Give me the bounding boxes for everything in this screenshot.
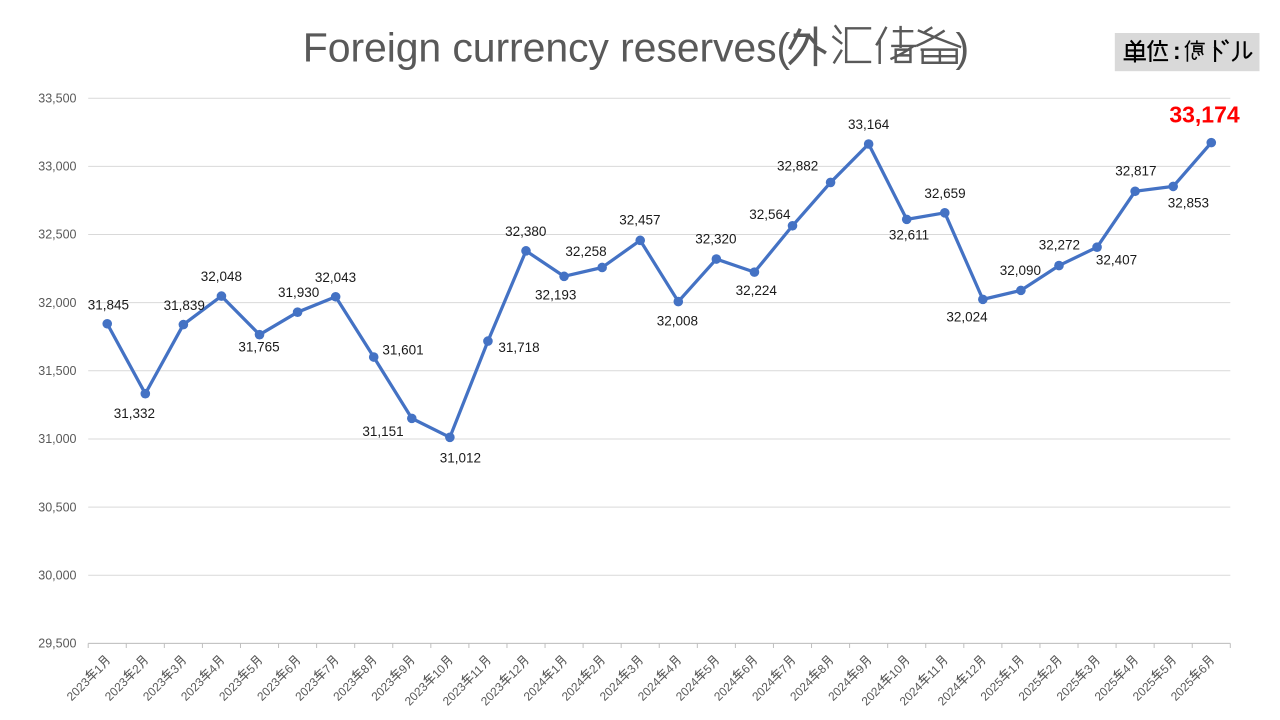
svg-text:31,845: 31,845 [88, 297, 129, 312]
svg-text:31,601: 31,601 [382, 343, 423, 358]
svg-text:32,853: 32,853 [1168, 196, 1209, 211]
svg-text:32,024: 32,024 [946, 309, 988, 324]
svg-text:32,882: 32,882 [777, 159, 818, 174]
svg-text:32,272: 32,272 [1039, 237, 1080, 252]
svg-text:31,839: 31,839 [164, 298, 205, 313]
svg-text:32,564: 32,564 [749, 207, 791, 222]
svg-text:32,008: 32,008 [657, 314, 698, 329]
svg-text:32,817: 32,817 [1115, 163, 1156, 178]
svg-text:31,012: 31,012 [440, 451, 481, 466]
svg-text:32,500: 32,500 [38, 228, 76, 242]
svg-text:31,765: 31,765 [238, 340, 279, 355]
svg-text:32,090: 32,090 [1000, 263, 1041, 278]
svg-text:32,193: 32,193 [535, 287, 576, 302]
svg-text:30,500: 30,500 [38, 500, 76, 514]
svg-text:33,500: 33,500 [38, 91, 76, 105]
svg-text:31,930: 31,930 [278, 285, 319, 300]
svg-text:): ) [956, 25, 970, 71]
svg-text:32,043: 32,043 [315, 270, 356, 285]
svg-text:31,332: 31,332 [114, 406, 155, 421]
svg-text:32,258: 32,258 [565, 244, 606, 259]
svg-text:32,457: 32,457 [619, 213, 660, 228]
svg-text:32,380: 32,380 [505, 224, 546, 239]
svg-text:32,224: 32,224 [736, 283, 778, 298]
svg-text:32,659: 32,659 [924, 186, 965, 201]
svg-text:32,320: 32,320 [695, 231, 736, 246]
svg-text:29,500: 29,500 [38, 637, 76, 651]
svg-text:31,718: 31,718 [498, 340, 539, 355]
svg-text:31,151: 31,151 [362, 424, 403, 439]
svg-text:32,000: 32,000 [38, 296, 76, 310]
svg-text:33,000: 33,000 [38, 160, 76, 174]
svg-text:32,407: 32,407 [1096, 253, 1137, 268]
svg-text:30,000: 30,000 [38, 568, 76, 582]
svg-text:32,611: 32,611 [889, 228, 929, 243]
svg-text:33,174: 33,174 [1169, 101, 1240, 127]
svg-text:33,164: 33,164 [848, 117, 890, 132]
svg-text:Foreign currency reserves(: Foreign currency reserves( [303, 25, 791, 71]
svg-text:31,000: 31,000 [38, 432, 76, 446]
svg-text:31,500: 31,500 [38, 364, 76, 378]
svg-text:32,048: 32,048 [201, 269, 242, 284]
